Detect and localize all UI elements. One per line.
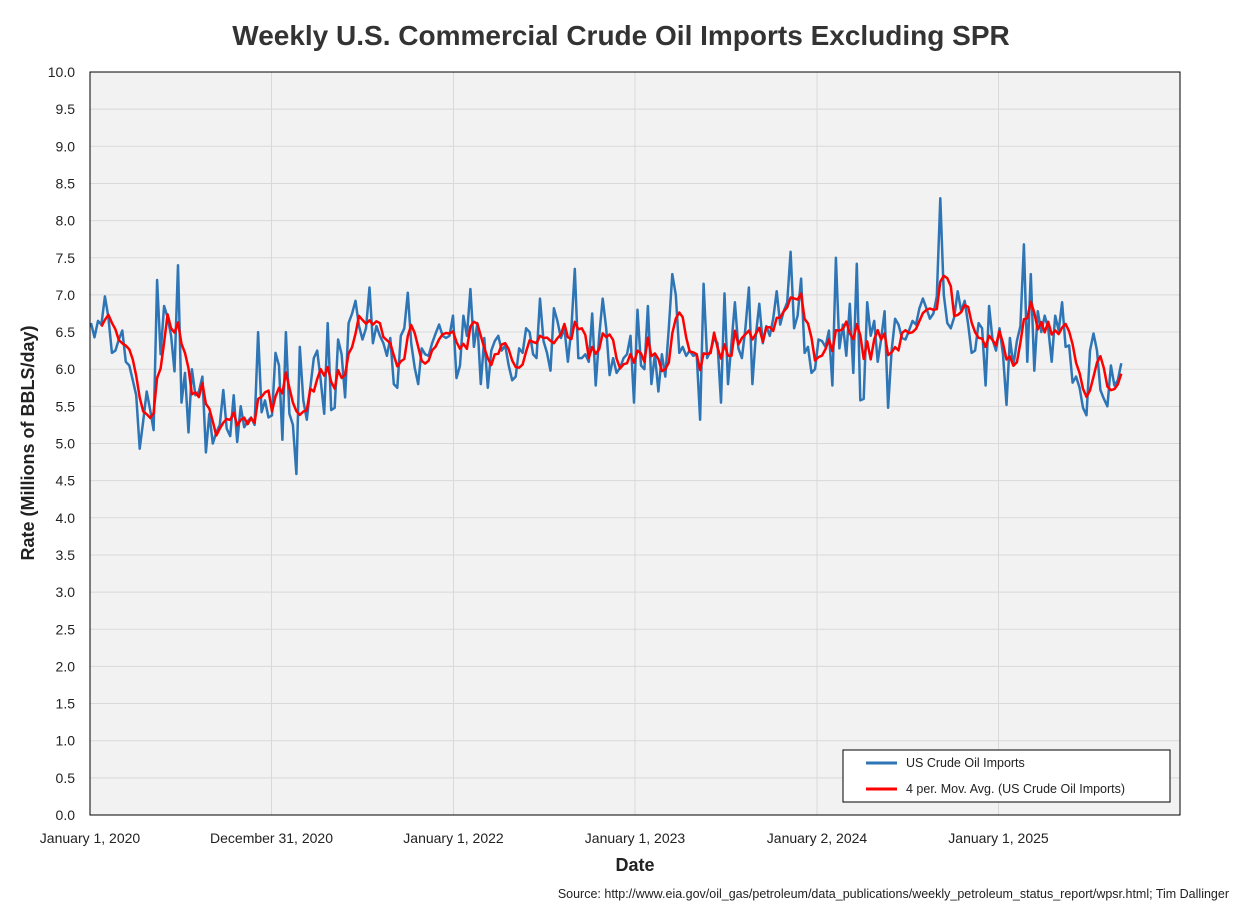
x-tick-label: December 31, 2020 [210, 830, 333, 846]
y-tick-label: 2.0 [56, 658, 76, 674]
legend-label-imports: US Crude Oil Imports [906, 756, 1025, 770]
y-tick-label: 1.0 [56, 733, 76, 749]
y-axis-title: Rate (Millions of BBLS/day) [18, 325, 38, 560]
y-tick-label: 6.5 [56, 324, 76, 340]
x-tick-label: January 1, 2023 [585, 830, 686, 846]
y-tick-label: 5.5 [56, 398, 76, 414]
x-tick-label: January 1, 2020 [40, 830, 141, 846]
y-tick-label: 9.0 [56, 138, 76, 154]
y-tick-label: 2.5 [56, 621, 76, 637]
y-tick-label: 3.0 [56, 584, 76, 600]
legend-box [842, 749, 1171, 803]
chart-title: Weekly U.S. Commercial Crude Oil Imports… [232, 20, 1009, 51]
y-tick-label: 6.0 [56, 361, 76, 377]
y-tick-label: 0.5 [56, 770, 76, 786]
x-gridlines [271, 72, 999, 815]
legend: US Crude Oil Imports 4 per. Mov. Avg. (U… [842, 749, 1171, 803]
y-tick-label: 4.5 [56, 473, 76, 489]
plot-frame [89, 71, 1181, 816]
series-line-moving-average [100, 274, 1123, 437]
y-tick-label: 1.5 [56, 696, 76, 712]
y-tick-label: 9.5 [56, 101, 76, 117]
y-tick-label: 4.0 [56, 510, 76, 526]
y-tick-label: 10.0 [48, 64, 75, 80]
x-axis-ticks: January 1, 2020 December 31, 2020 January … [40, 830, 1049, 846]
x-axis-title: Date [615, 855, 654, 875]
source-note: Source: http://www.eia.gov/oil_gas/petro… [558, 887, 1229, 901]
series-layer [89, 197, 1123, 476]
x-tick-label: January 2, 2024 [767, 830, 868, 846]
x-tick-label: January 1, 2025 [948, 830, 1049, 846]
y-axis-ticks: 0.0 0.5 1.0 1.5 2.0 2.5 3.0 3.5 4.0 4.5 5.0 5.5 6.0 6… [48, 64, 75, 823]
y-tick-label: 7.5 [56, 250, 76, 266]
y-tick-label: 8.5 [56, 175, 76, 191]
y-tick-label: 7.0 [56, 287, 76, 303]
y-tick-label: 8.0 [56, 213, 76, 229]
y-tick-label: 0.0 [56, 807, 76, 823]
y-tick-label: 3.5 [56, 547, 76, 563]
series-line-imports [89, 197, 1123, 476]
x-tick-label: January 1, 2022 [403, 830, 504, 846]
legend-label-moving-average: 4 per. Mov. Avg. (US Crude Oil Imports) [906, 782, 1125, 796]
y-tick-label: 5.0 [56, 436, 76, 452]
